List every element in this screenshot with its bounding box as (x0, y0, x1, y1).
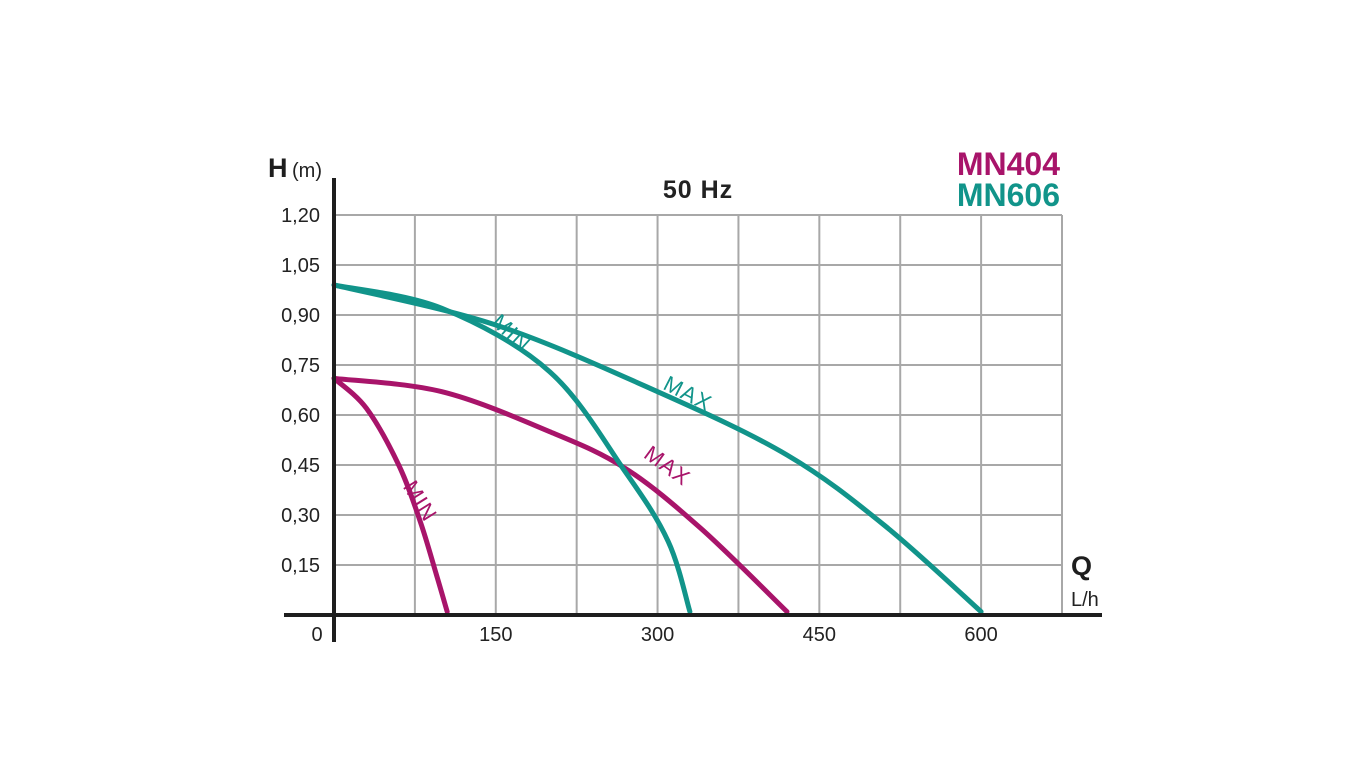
curve-mn404-min (331, 375, 450, 615)
chart-grid (334, 214, 1063, 615)
y-tick-label: 0,30 (281, 505, 320, 527)
curve-mn606-min (331, 282, 693, 615)
x-axis-unit: L/h (1071, 589, 1099, 611)
y-tick-label: 0,15 (281, 555, 320, 577)
chart-axes (284, 178, 1102, 642)
y-tick-label: 0,75 (281, 355, 320, 377)
chart-labels: 50 Hz H (m) Q L/h (268, 153, 1099, 611)
tick-labels: 0,15 0,30 0,45 0,60 0,75 0,90 1,05 1,20 0 150 300 4… (281, 205, 998, 646)
y-tick-label: 0,60 (281, 405, 320, 427)
x-tick-label: 600 (964, 624, 997, 646)
legend-entry-mn404: MN404 (957, 146, 1060, 182)
curve-mn404-max (331, 375, 790, 615)
x-tick-label: 450 (803, 624, 836, 646)
curve-mn606-max (331, 282, 984, 615)
y-tick-label: 0,90 (281, 305, 320, 327)
legend-entry-mn606: MN606 (957, 177, 1060, 213)
x-axis-variable: Q (1071, 551, 1092, 581)
y-tick-label: 1,20 (281, 205, 320, 227)
curve-label-mn606-max: MAX (660, 371, 717, 416)
y-tick-label: 1,05 (281, 255, 320, 277)
x-tick-label: 300 (641, 624, 674, 646)
x-tick-label: 0 (311, 624, 322, 646)
y-axis-unit: (m) (292, 160, 322, 182)
y-axis-variable: H (268, 153, 288, 183)
x-tick-label: 150 (479, 624, 512, 646)
chart-title: 50 Hz (663, 176, 733, 204)
y-tick-label: 0,45 (281, 455, 320, 477)
